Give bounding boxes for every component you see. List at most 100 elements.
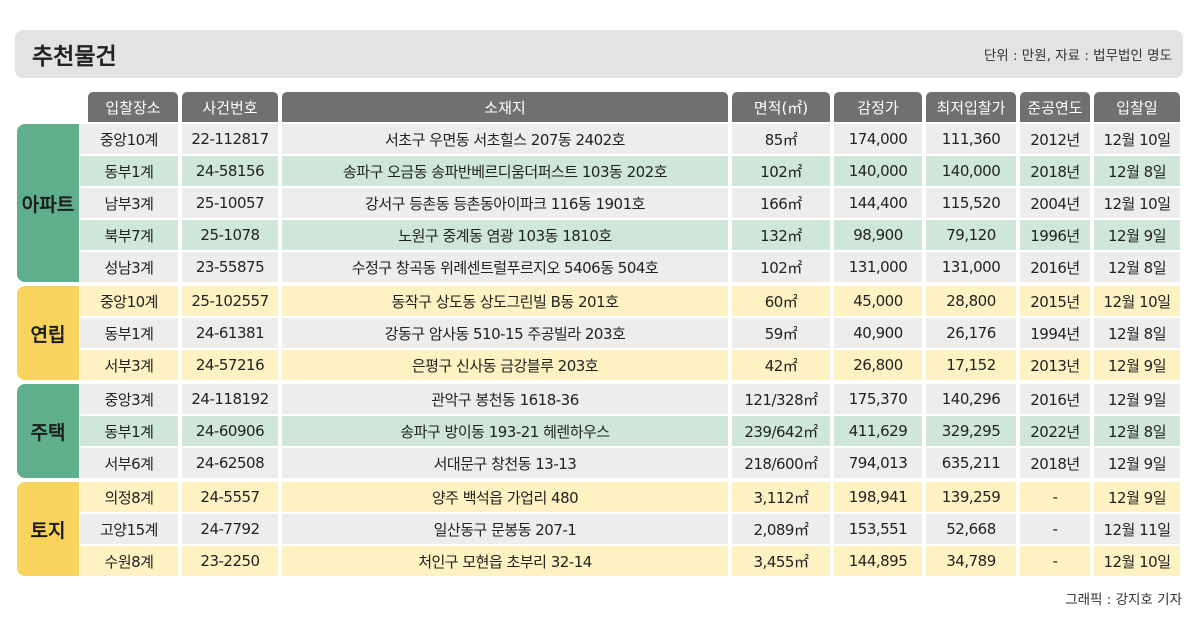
cell: 서초구 우면동 서초힐스 207동 2402호 — [282, 124, 728, 154]
cell: 25-1078 — [182, 220, 278, 250]
cell: 12월 9일 — [1094, 384, 1180, 414]
cell: 12월 9일 — [1094, 448, 1180, 478]
cell: 2022년 — [1020, 416, 1090, 446]
cell: 794,013 — [834, 448, 922, 478]
cell: - — [1020, 546, 1090, 576]
cell: 144,400 — [834, 188, 922, 218]
cell: 12월 10일 — [1094, 546, 1180, 576]
header-bar — [15, 30, 1183, 78]
cell: 2018년 — [1020, 448, 1090, 478]
cell: 24-60906 — [182, 416, 278, 446]
cell: 2012년 — [1020, 124, 1090, 154]
cell: 411,629 — [834, 416, 922, 446]
title: 추천물건 — [32, 44, 117, 70]
cell: 12월 8일 — [1094, 252, 1180, 282]
cell: 동부1계 — [80, 156, 178, 186]
cell: 3,455㎡ — [732, 546, 830, 576]
cell: 관악구 봉천동 1618-36 — [282, 384, 728, 414]
cell: 서부3계 — [80, 350, 178, 380]
cell: 131,000 — [834, 252, 922, 282]
column-header: 사건번호 — [182, 92, 278, 122]
cell: 79,120 — [926, 220, 1016, 250]
cell: 양주 백석읍 가업리 480 — [282, 482, 728, 512]
cell: 3,112㎡ — [732, 482, 830, 512]
cell: 노원구 중계동 염광 103동 1810호 — [282, 220, 728, 250]
cell: 12월 10일 — [1094, 286, 1180, 316]
unit-note: 단위 : 만원, 자료 : 법무법인 명도 — [983, 48, 1172, 64]
cell: 2016년 — [1020, 252, 1090, 282]
cell: 2015년 — [1020, 286, 1090, 316]
cell: 성남3계 — [80, 252, 178, 282]
cell: 24-5557 — [182, 482, 278, 512]
cell: 2016년 — [1020, 384, 1090, 414]
cell: 23-55875 — [182, 252, 278, 282]
cell: 26,800 — [834, 350, 922, 380]
cell: 수원8계 — [80, 546, 178, 576]
cell: 102㎡ — [732, 252, 830, 282]
cell: 132㎡ — [732, 220, 830, 250]
cell: 26,176 — [926, 318, 1016, 348]
cell: 52,668 — [926, 514, 1016, 544]
group-label: 아파트 — [17, 124, 79, 282]
cell: 1994년 — [1020, 318, 1090, 348]
cell: 239/642㎡ — [732, 416, 830, 446]
cell: 고양15계 — [80, 514, 178, 544]
cell: 서부6계 — [80, 448, 178, 478]
cell: 140,000 — [834, 156, 922, 186]
cell: 은평구 신사동 금강블루 203호 — [282, 350, 728, 380]
cell: 12월 10일 — [1094, 124, 1180, 154]
cell: 153,551 — [834, 514, 922, 544]
cell: 12월 11일 — [1094, 514, 1180, 544]
cell: 12월 9일 — [1094, 220, 1180, 250]
cell: 중앙3계 — [80, 384, 178, 414]
cell: 처인구 모현읍 초부리 32-14 — [282, 546, 728, 576]
cell: 2013년 — [1020, 350, 1090, 380]
cell: 송파구 오금동 송파반베르디움더퍼스트 103동 202호 — [282, 156, 728, 186]
cell: 111,360 — [926, 124, 1016, 154]
cell: 25-10057 — [182, 188, 278, 218]
cell: 198,941 — [834, 482, 922, 512]
cell: 12월 9일 — [1094, 350, 1180, 380]
cell: 24-58156 — [182, 156, 278, 186]
cell: 102㎡ — [732, 156, 830, 186]
cell: 2018년 — [1020, 156, 1090, 186]
cell: 59㎡ — [732, 318, 830, 348]
cell: 강동구 암사동 510-15 주공빌라 203호 — [282, 318, 728, 348]
cell: 40,900 — [834, 318, 922, 348]
cell: 166㎡ — [732, 188, 830, 218]
cell: 329,295 — [926, 416, 1016, 446]
cell: 60㎡ — [732, 286, 830, 316]
cell: 98,900 — [834, 220, 922, 250]
cell: 139,259 — [926, 482, 1016, 512]
cell: 의정8계 — [80, 482, 178, 512]
cell: 북부7계 — [80, 220, 178, 250]
cell: 140,000 — [926, 156, 1016, 186]
cell: 24-7792 — [182, 514, 278, 544]
cell: 140,296 — [926, 384, 1016, 414]
column-header: 준공연도 — [1020, 92, 1090, 122]
cell: 동작구 상도동 상도그린빌 B동 201호 — [282, 286, 728, 316]
cell: 131,000 — [926, 252, 1016, 282]
cell: 중앙10계 — [80, 286, 178, 316]
cell: 144,895 — [834, 546, 922, 576]
cell: 115,520 — [926, 188, 1016, 218]
column-header: 입찰일 — [1094, 92, 1180, 122]
column-header: 소재지 — [282, 92, 728, 122]
column-header: 최저입찰가 — [926, 92, 1016, 122]
cell: 남부3계 — [80, 188, 178, 218]
cell: 24-118192 — [182, 384, 278, 414]
cell: 28,800 — [926, 286, 1016, 316]
cell: 17,152 — [926, 350, 1016, 380]
column-header: 감정가 — [834, 92, 922, 122]
cell: 12월 8일 — [1094, 318, 1180, 348]
cell: 강서구 등촌동 등촌동아이파크 116동 1901호 — [282, 188, 728, 218]
cell: 175,370 — [834, 384, 922, 414]
group-label: 연립 — [17, 286, 79, 380]
cell: 42㎡ — [732, 350, 830, 380]
group-label: 주택 — [17, 384, 79, 478]
cell: 121/328㎡ — [732, 384, 830, 414]
group-label: 토지 — [17, 482, 79, 576]
cell: - — [1020, 482, 1090, 512]
column-header: 입찰장소 — [88, 92, 178, 122]
